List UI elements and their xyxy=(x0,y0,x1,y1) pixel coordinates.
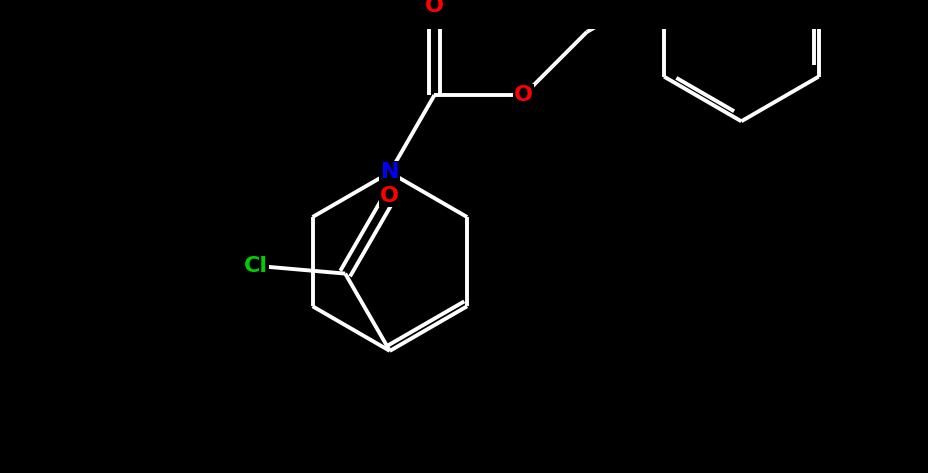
Text: O: O xyxy=(513,85,533,105)
Text: O: O xyxy=(424,0,444,16)
Text: O: O xyxy=(380,186,399,206)
Text: N: N xyxy=(380,162,399,183)
Text: Cl: Cl xyxy=(244,256,268,276)
